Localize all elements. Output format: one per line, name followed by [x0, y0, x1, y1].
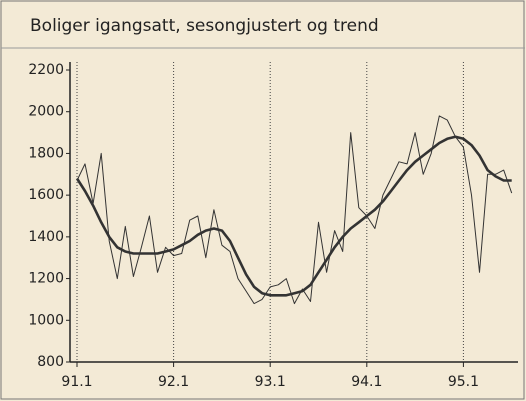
- x-tick-label: 93.1: [255, 374, 286, 390]
- y-tick-label: 1600: [28, 187, 64, 203]
- y-tick-label: 800: [37, 354, 64, 370]
- y-tick-label: 2200: [28, 62, 64, 78]
- series-line: [76, 115, 513, 305]
- x-tick-label: 92.1: [158, 374, 189, 390]
- x-tick-label: 95.1: [448, 374, 479, 390]
- y-tick-label: 1800: [28, 145, 64, 161]
- series-line: [75, 135, 512, 297]
- y-tick-label: 1400: [28, 229, 64, 245]
- y-tick-label: 2000: [28, 104, 64, 120]
- x-tick-label: 94.1: [351, 374, 382, 390]
- y-tick-label: 1200: [28, 271, 64, 287]
- x-tick-label: 91.1: [61, 374, 92, 390]
- y-tick-label: 1000: [28, 312, 64, 328]
- chart-title: Boliger igangsatt, sesongjustert og tren…: [30, 16, 379, 36]
